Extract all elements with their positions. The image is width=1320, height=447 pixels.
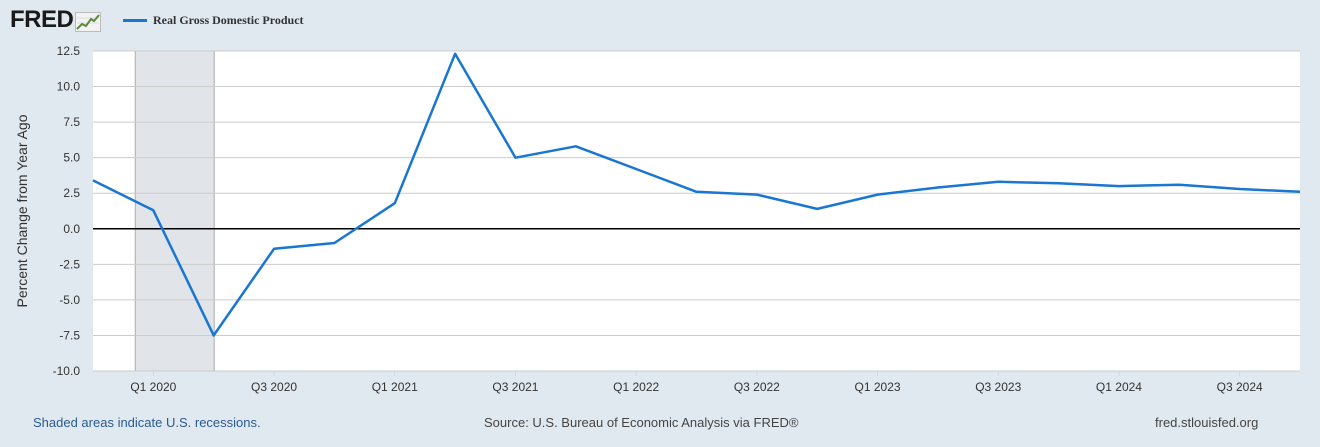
chart-legend[interactable]: Real Gross Domestic Product [123, 13, 304, 28]
x-tick-label: Q1 2024 [1096, 380, 1142, 394]
fred-logo[interactable]: FRED [10, 6, 102, 33]
x-tick-label: Q1 2023 [855, 380, 901, 394]
recession-note: Shaded areas indicate U.S. recessions. [33, 415, 261, 430]
legend-label: Real Gross Domestic Product [153, 13, 304, 27]
y-tick-label: -2.5 [59, 257, 80, 271]
y-tick-label: 5.0 [63, 151, 80, 165]
plot-area [93, 51, 1300, 371]
y-tick-label: -7.5 [59, 328, 80, 342]
y-tick-label: -5.0 [59, 293, 80, 307]
x-tick-label: Q3 2022 [734, 380, 780, 394]
y-axis-title: Percent Change from Year Ago [14, 114, 30, 307]
x-tick-label: Q1 2022 [613, 380, 659, 394]
source-note: Source: U.S. Bureau of Economic Analysis… [484, 415, 799, 430]
y-tick-label: -10.0 [53, 364, 81, 378]
y-tick-label: 7.5 [63, 115, 80, 129]
y-tick-label: 0.0 [63, 222, 80, 236]
x-tick-label: Q1 2021 [372, 380, 418, 394]
x-tick-label: Q3 2020 [251, 380, 297, 394]
y-tick-label: 10.0 [57, 80, 81, 94]
site-url[interactable]: fred.stlouisfed.org [1155, 415, 1259, 430]
legend-swatch [123, 19, 147, 22]
y-tick-label: 2.5 [63, 186, 80, 200]
chart-line-icon [75, 12, 102, 32]
y-tick-label: 12.5 [57, 44, 81, 58]
x-tick-label: Q1 2020 [130, 380, 176, 394]
x-tick-label: Q3 2023 [975, 380, 1021, 394]
recession-shade [134, 50, 215, 372]
x-tick-label: Q3 2021 [492, 380, 538, 394]
fred-logo-text: FRED [10, 6, 74, 33]
x-tick-label: Q3 2024 [1217, 380, 1263, 394]
